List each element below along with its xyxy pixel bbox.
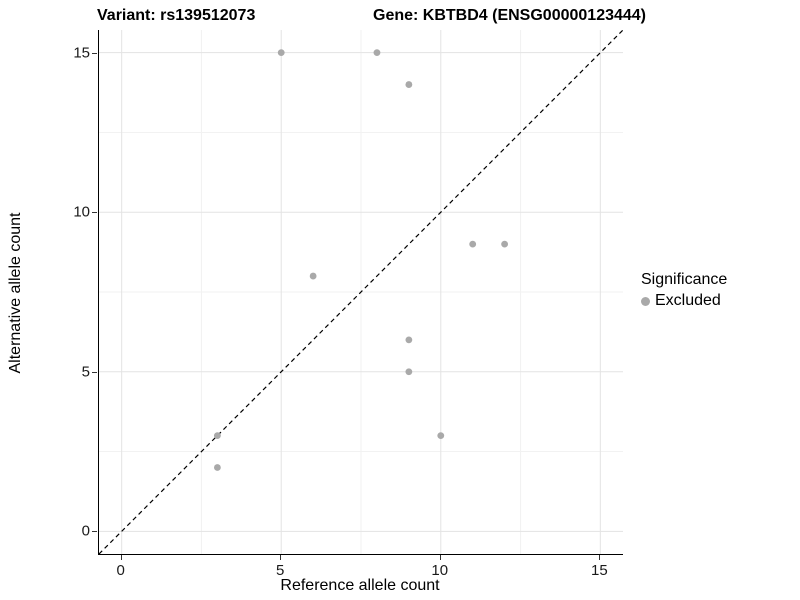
y-tick-mark (92, 52, 97, 54)
x-tick-label: 0 (116, 562, 125, 579)
y-axis-title: Alternative allele count (7, 212, 24, 374)
scatter-point (437, 432, 445, 440)
legend-point-icon (641, 296, 650, 306)
scatter-point (213, 464, 221, 471)
x-tick-mark (280, 555, 282, 560)
y-tick-mark (92, 371, 97, 373)
x-tick-label: 10 (431, 562, 449, 579)
y-tick-label: 5 (81, 363, 90, 381)
x-axis-title: Reference allele count (280, 577, 440, 594)
legend-entry-excluded: Excluded (641, 292, 727, 310)
scatter-point (277, 49, 285, 57)
x-tick-label: 5 (276, 562, 285, 579)
y-tick-mark (92, 531, 97, 533)
legend: Significance Excluded (641, 271, 727, 310)
legend-entry-label: Excluded (655, 292, 721, 309)
scatter-point (469, 240, 477, 248)
plot-panel (98, 30, 623, 555)
x-tick-mark (120, 555, 122, 560)
scatter-point (309, 272, 317, 280)
legend-title: Significance (641, 271, 728, 288)
y-tick-label: 15 (73, 44, 90, 62)
scatter-point (213, 432, 221, 440)
scatter-point (373, 49, 381, 57)
identity-line (99, 30, 623, 554)
x-tick-mark (439, 555, 441, 560)
variant-title: Variant: rs139512073 (97, 7, 256, 24)
chart-canvas (99, 30, 623, 554)
y-tick-mark (92, 212, 97, 214)
x-tick-mark (599, 555, 601, 560)
gene-title: Gene: KBTBD4 (ENSG00000123444) (373, 7, 647, 24)
scatter-point (405, 81, 413, 88)
scatter-point (405, 336, 413, 344)
scatter-point (405, 368, 413, 376)
scatter-point (501, 240, 509, 248)
y-tick-label: 0 (81, 522, 90, 540)
x-tick-label: 15 (590, 562, 608, 579)
y-tick-label: 10 (73, 203, 90, 221)
